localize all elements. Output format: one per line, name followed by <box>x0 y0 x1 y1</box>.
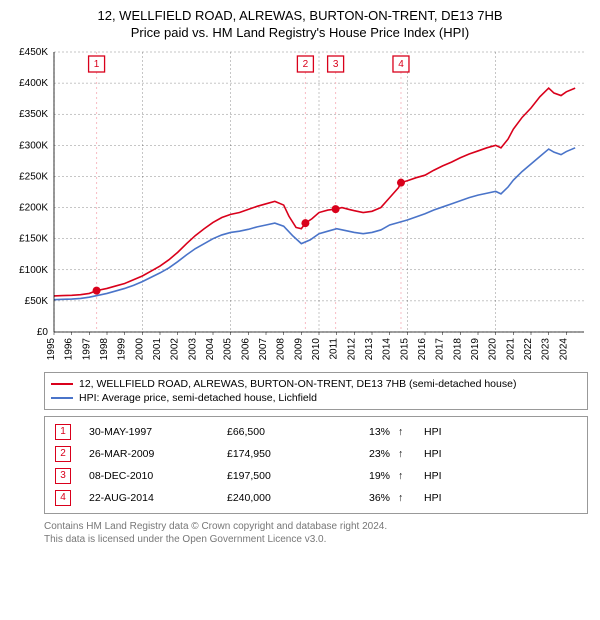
transactions: 1 30-MAY-1997£66,50013% ↑ HPI 2 26-MAR-2009£1… <box>51 421 581 509</box>
transaction-arrow: ↑ <box>394 487 420 509</box>
svg-text:£400K: £400K <box>19 78 48 89</box>
table-row: 2 26-MAR-2009£174,95023% ↑ HPI <box>51 443 581 465</box>
table-row: 4 22-AUG-2014£240,00036% ↑ HPI <box>51 487 581 509</box>
chart-area: £0 £50K £100K £150K £200K £250K £300K £350K £400… <box>10 46 590 366</box>
svg-text:£200K: £200K <box>19 202 48 213</box>
transaction-arrow: ↑ <box>394 443 420 465</box>
svg-text:£0: £0 <box>37 327 49 338</box>
transaction-date: 30-MAY-1997 <box>85 421 223 443</box>
transaction-pct: 23% <box>341 443 394 465</box>
transaction-pct: 19% <box>341 465 394 487</box>
transaction-date: 26-MAR-2009 <box>85 443 223 465</box>
svg-text:2004: 2004 <box>205 337 216 360</box>
arrow-up-icon: ↑ <box>398 426 403 438</box>
legend: 12, WELLFIELD ROAD, ALREWAS, BURTON-ON-T… <box>44 372 588 410</box>
svg-text:£150K: £150K <box>19 233 48 244</box>
transaction-price: £174,950 <box>223 443 341 465</box>
transaction-number-box: 2 <box>55 446 71 462</box>
arrow-up-icon: ↑ <box>398 492 403 504</box>
svg-text:2016: 2016 <box>417 337 428 360</box>
svg-text:£350K: £350K <box>19 109 48 120</box>
transaction-suffix: HPI <box>420 421 581 443</box>
svg-text:2021: 2021 <box>505 337 516 360</box>
svg-text:2011: 2011 <box>329 337 340 359</box>
svg-text:2023: 2023 <box>541 337 552 360</box>
svg-text:4: 4 <box>398 59 404 70</box>
arrow-up-icon: ↑ <box>398 448 403 460</box>
svg-text:£250K: £250K <box>19 171 48 182</box>
arrow-up-icon: ↑ <box>398 470 403 482</box>
svg-text:2009: 2009 <box>293 337 304 360</box>
page-root: 12, WELLFIELD ROAD, ALREWAS, BURTON-ON-T… <box>0 0 600 620</box>
svg-text:£100K: £100K <box>19 265 48 276</box>
transaction-number-box: 3 <box>55 468 71 484</box>
table-row: 1 30-MAY-1997£66,50013% ↑ HPI <box>51 421 581 443</box>
transaction-date: 22-AUG-2014 <box>85 487 223 509</box>
svg-text:£450K: £450K <box>19 47 48 58</box>
svg-text:2024: 2024 <box>558 337 569 360</box>
svg-text:2013: 2013 <box>364 337 375 360</box>
transaction-price: £197,500 <box>223 465 341 487</box>
svg-text:2015: 2015 <box>399 337 410 360</box>
legend-row: 12, WELLFIELD ROAD, ALREWAS, BURTON-ON-T… <box>51 377 581 391</box>
legend-swatch <box>51 397 73 399</box>
svg-text:1999: 1999 <box>117 337 128 360</box>
transaction-number-box: 4 <box>55 490 71 506</box>
svg-text:2017: 2017 <box>435 337 446 360</box>
transaction-price: £66,500 <box>223 421 341 443</box>
svg-text:2012: 2012 <box>346 337 357 360</box>
svg-text:2007: 2007 <box>258 337 269 360</box>
svg-text:2014: 2014 <box>382 337 393 360</box>
transactions-table: 1 30-MAY-1997£66,50013% ↑ HPI 2 26-MAR-2009£1… <box>44 416 588 514</box>
svg-text:1998: 1998 <box>99 337 110 360</box>
price-chart: £0 £50K £100K £150K £200K £250K £300K £350K £400… <box>10 46 590 366</box>
svg-text:£300K: £300K <box>19 140 48 151</box>
svg-text:2002: 2002 <box>170 337 181 360</box>
title-line-1: 12, WELLFIELD ROAD, ALREWAS, BURTON-ON-T… <box>10 8 590 25</box>
legend-row: HPI: Average price, semi-detached house,… <box>51 391 581 405</box>
footer-line-1: Contains HM Land Registry data © Crown c… <box>44 520 588 533</box>
transaction-price: £240,000 <box>223 487 341 509</box>
svg-text:2: 2 <box>303 59 309 70</box>
svg-text:1997: 1997 <box>81 337 92 360</box>
transaction-suffix: HPI <box>420 487 581 509</box>
title-block: 12, WELLFIELD ROAD, ALREWAS, BURTON-ON-T… <box>10 8 590 42</box>
transaction-number-box: 1 <box>55 424 71 440</box>
svg-text:2018: 2018 <box>452 337 463 360</box>
table-row: 3 08-DEC-2010£197,50019% ↑ HPI <box>51 465 581 487</box>
transaction-arrow: ↑ <box>394 421 420 443</box>
svg-text:2006: 2006 <box>240 337 251 360</box>
svg-text:2022: 2022 <box>523 337 534 360</box>
svg-text:2003: 2003 <box>187 337 198 360</box>
transaction-suffix: HPI <box>420 465 581 487</box>
svg-text:1995: 1995 <box>46 337 57 360</box>
transaction-date: 08-DEC-2010 <box>85 465 223 487</box>
footer: Contains HM Land Registry data © Crown c… <box>44 520 588 546</box>
svg-text:2010: 2010 <box>311 337 322 360</box>
title-line-2: Price paid vs. HM Land Registry's House … <box>10 25 590 42</box>
svg-text:2020: 2020 <box>488 337 499 360</box>
legend-label: HPI: Average price, semi-detached house,… <box>79 392 317 404</box>
transaction-suffix: HPI <box>420 443 581 465</box>
footer-line-2: This data is licensed under the Open Gov… <box>44 533 588 546</box>
transaction-pct: 13% <box>341 421 394 443</box>
transaction-pct: 36% <box>341 487 394 509</box>
legend-label: 12, WELLFIELD ROAD, ALREWAS, BURTON-ON-T… <box>79 378 516 390</box>
svg-text:2005: 2005 <box>223 337 234 360</box>
svg-text:1996: 1996 <box>64 337 75 360</box>
legend-swatch <box>51 383 73 385</box>
svg-text:2008: 2008 <box>276 337 287 360</box>
transaction-arrow: ↑ <box>394 465 420 487</box>
svg-text:£50K: £50K <box>25 296 49 307</box>
svg-text:2000: 2000 <box>134 337 145 360</box>
svg-text:3: 3 <box>333 59 339 70</box>
svg-text:1: 1 <box>94 59 100 70</box>
svg-text:2019: 2019 <box>470 337 481 360</box>
svg-text:2001: 2001 <box>152 337 163 360</box>
